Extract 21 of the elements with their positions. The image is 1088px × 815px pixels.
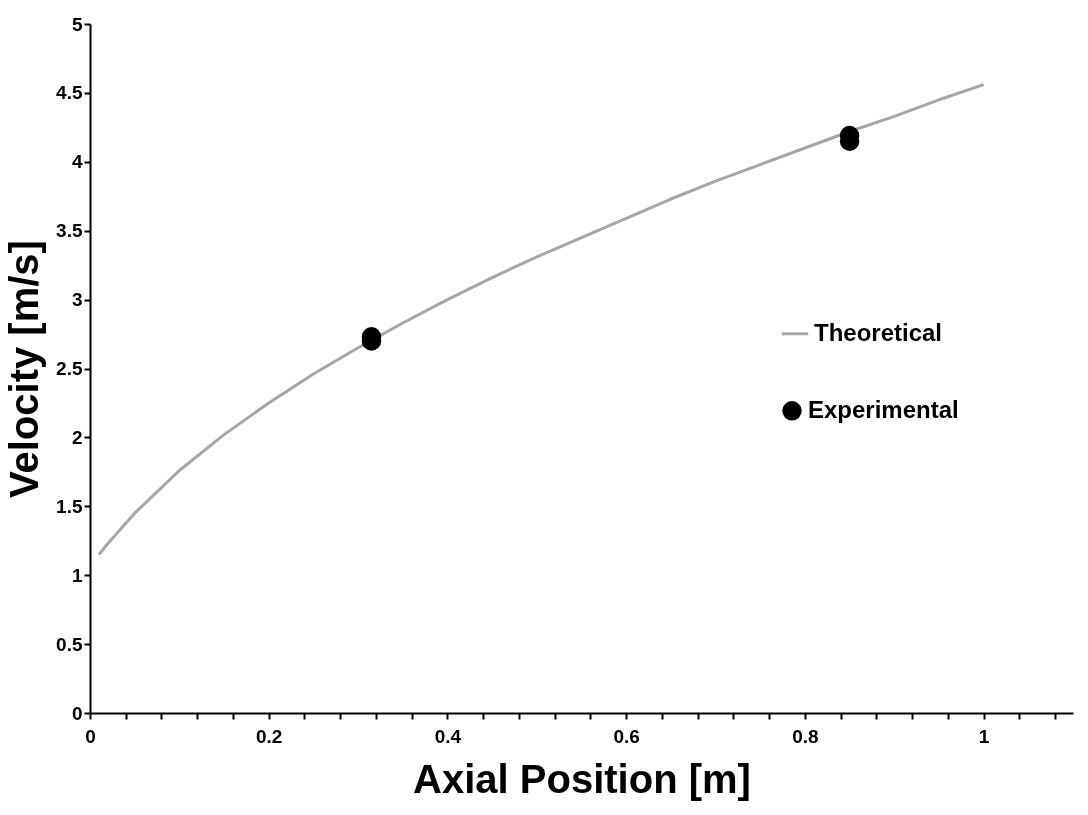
y-tick-label: 0.5 bbox=[56, 633, 83, 655]
y-tick-label: 2.5 bbox=[56, 358, 83, 379]
x-tick-label: 0.6 bbox=[613, 725, 640, 747]
x-axis-title: Axial Position [m] bbox=[413, 756, 751, 801]
x-tick-label: 0.2 bbox=[256, 725, 283, 747]
y-tick-label: 3.5 bbox=[56, 220, 83, 242]
x-tick-label: 1 bbox=[978, 725, 990, 747]
y-tick-label: 5 bbox=[71, 13, 83, 35]
legend-label: Experimental bbox=[808, 395, 959, 423]
y-axis-title: Velocity [m/s] bbox=[2, 240, 47, 498]
y-tick-label: 1.5 bbox=[56, 495, 83, 517]
y-tick-label: 2 bbox=[71, 426, 83, 448]
y-tick-label: 1 bbox=[71, 564, 83, 586]
x-tick-label: 0.4 bbox=[434, 725, 462, 747]
y-tick-label: 4 bbox=[71, 151, 83, 173]
legend-label: Theoretical bbox=[814, 318, 943, 346]
x-tick-label: 0.8 bbox=[792, 725, 819, 747]
y-tick-label: 3 bbox=[71, 289, 83, 311]
y-tick-label: 0 bbox=[71, 702, 83, 724]
line-series bbox=[97, 83, 986, 557]
y-tick-label: 4.5 bbox=[56, 82, 83, 104]
